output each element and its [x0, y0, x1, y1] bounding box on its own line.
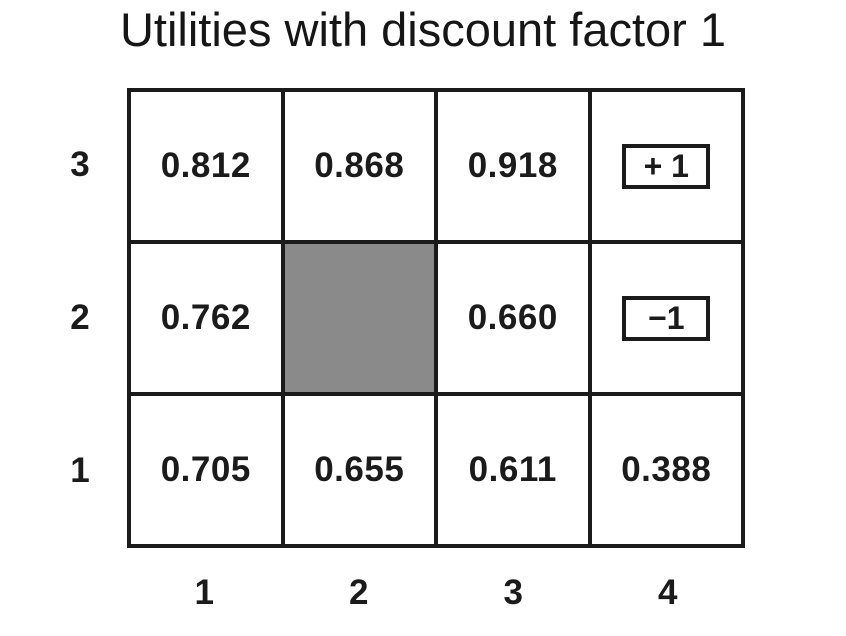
- utility-grid: 0.812 0.868 0.918 + 1 0.762 0.660 −1 0.7…: [127, 88, 745, 548]
- utility-value: 0.868: [314, 146, 405, 185]
- grid-cell-c4r2-terminal-negative: −1: [591, 244, 741, 392]
- grid-cell-c1r3: 0.812: [131, 92, 281, 240]
- utility-value: 0.660: [467, 298, 558, 337]
- col-label-3: 3: [503, 573, 523, 612]
- row-label-1: 1: [70, 451, 90, 491]
- col-label-1: 1: [194, 573, 214, 612]
- col-label-4: 4: [658, 573, 678, 612]
- grid-cell-c3r3: 0.918: [438, 92, 588, 240]
- column-axis-labels: 1 2 3 4: [127, 563, 745, 623]
- utility-value: 0.388: [621, 450, 712, 489]
- utility-value: 0.812: [160, 146, 251, 185]
- grid-cell-c1r1: 0.705: [131, 396, 281, 544]
- utility-value: 0.655: [314, 450, 405, 489]
- col-label-2: 2: [349, 573, 369, 612]
- utility-value: 0.705: [160, 450, 251, 489]
- utility-value: 0.918: [467, 146, 558, 185]
- figure-title: Utilities with discount factor 1: [119, 3, 727, 56]
- row-label-2: 2: [70, 297, 90, 337]
- grid-cell-c4r3-terminal-positive: + 1: [591, 92, 741, 240]
- grid-cell-c2r1: 0.655: [284, 396, 434, 544]
- row-axis-labels: 3 2 1: [45, 88, 115, 548]
- utility-value: 0.762: [160, 298, 251, 337]
- row-label-3: 3: [70, 144, 90, 184]
- utility-value: 0.611: [468, 450, 557, 489]
- grid-cell-c3r1: 0.611: [438, 396, 588, 544]
- grid-cell-c4r1: 0.388: [591, 396, 741, 544]
- terminal-reward-box-negative: −1: [622, 295, 711, 341]
- grid-cell-c1r2: 0.762: [131, 244, 281, 392]
- grid-cell-c2r3: 0.868: [284, 92, 434, 240]
- terminal-reward-box-positive: + 1: [622, 143, 711, 189]
- grid-cell-c3r2: 0.660: [438, 244, 588, 392]
- grid-cell-c2r2-wall: [284, 244, 434, 392]
